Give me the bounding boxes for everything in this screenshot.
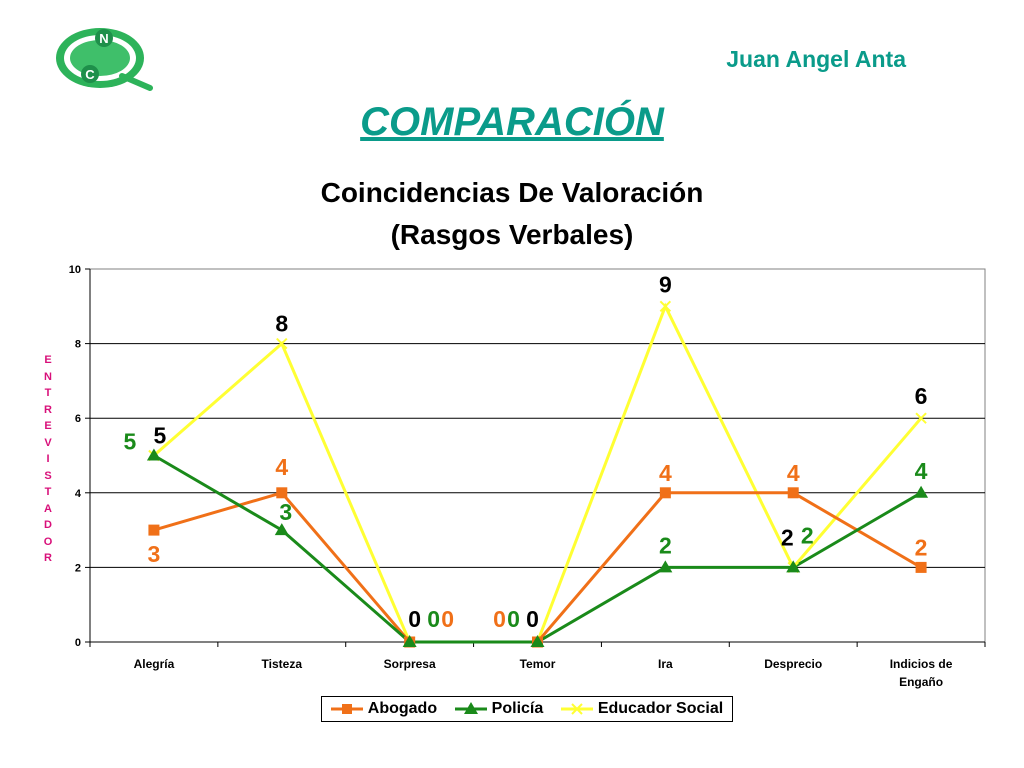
marker-abogado — [659, 487, 671, 499]
x-tick-label: Ira — [658, 657, 673, 671]
data-label-1: 4 — [915, 458, 928, 484]
y-label-letter: R — [44, 552, 52, 564]
chart-title-line1: Coincidencias De Valoración — [320, 177, 704, 208]
marker-abogado — [787, 487, 799, 499]
marker-educador — [276, 337, 288, 350]
data-label-1: 5 — [124, 429, 137, 455]
legend-item: Educador Social — [560, 699, 724, 719]
legend-label: Policía — [491, 700, 544, 717]
data-label-2: 6 — [915, 383, 928, 409]
y-label-letter: O — [43, 535, 53, 548]
marker-policia — [786, 560, 801, 573]
data-label-0: 4 — [659, 460, 672, 486]
y-label-letter: E — [44, 354, 52, 366]
data-label-0: 2 — [915, 534, 928, 560]
marker-educador — [915, 412, 927, 424]
plot-area — [89, 268, 986, 643]
data-label-0: 0 — [441, 606, 454, 632]
legend-swatch — [330, 704, 363, 714]
nc-logo: N C — [56, 28, 153, 91]
marker-educador — [659, 300, 672, 313]
data-label-1: 0 — [507, 606, 520, 632]
y-label-letter: I — [46, 453, 50, 465]
x-tick-label: Temor — [520, 657, 556, 671]
y-tick-label: 2 — [75, 562, 81, 574]
x-tick-label: Indicios de Engaño — [890, 657, 953, 689]
x-tick-label: Alegría — [134, 657, 175, 671]
data-label-2: 9 — [659, 271, 672, 297]
data-label-2: 0 — [408, 606, 421, 632]
y-tick-label: 6 — [75, 413, 81, 425]
x-tick-label: Sorpresa — [384, 657, 436, 671]
legend-label: Abogado — [367, 700, 438, 717]
legend-item: Policía — [454, 699, 544, 719]
y-label-letter: R — [44, 403, 52, 416]
legend-label: Educador Social — [597, 700, 724, 717]
data-label-0: 4 — [787, 460, 800, 486]
y-label-letter: T — [44, 387, 52, 399]
y-label-letter: E — [44, 420, 52, 432]
x-tick-label: Desprecio — [764, 657, 822, 671]
y-tick-label: 8 — [75, 339, 81, 351]
y-tick-label: 10 — [69, 264, 81, 276]
data-label-2: 2 — [781, 524, 794, 550]
y-tick-label: 4 — [75, 488, 82, 500]
logo-letter-n: N — [99, 31, 108, 46]
author-name: Juan Angel Anta — [726, 46, 906, 72]
marker-abogado — [148, 524, 160, 536]
y-label-letter: A — [44, 502, 52, 515]
data-label-2: 5 — [154, 423, 167, 449]
y-label-letter: S — [44, 469, 52, 482]
data-label-2: 8 — [275, 311, 288, 337]
data-label-0: 3 — [148, 541, 161, 567]
data-label-1: 2 — [801, 522, 814, 548]
chart-title: Coincidencias De Valoración (Rasgos Verb… — [0, 172, 1024, 256]
data-label-0: 4 — [275, 454, 288, 480]
marker-policia — [914, 485, 929, 498]
y-label-letter: N — [44, 370, 52, 383]
marker-policia — [274, 523, 289, 536]
chart-title-line2: (Rasgos Verbales) — [390, 219, 634, 250]
data-label-0: 0 — [493, 606, 506, 632]
marker-abogado — [276, 487, 288, 499]
page-heading: COMPARACIÓN — [360, 100, 664, 144]
legend-swatch — [454, 702, 487, 714]
data-label-1: 0 — [427, 606, 440, 632]
data-label-1: 3 — [279, 499, 292, 525]
y-label-letter: V — [44, 436, 52, 449]
x-tick-label: Tisteza — [262, 657, 303, 671]
marker-policia — [402, 635, 417, 647]
data-label-2: 0 — [526, 606, 539, 632]
marker-abogado — [915, 561, 927, 573]
marker-policia — [658, 560, 673, 573]
logo-letter-c: C — [85, 67, 95, 82]
legend-swatch — [560, 703, 593, 715]
marker-policia — [146, 448, 161, 461]
y-label-letter: D — [44, 519, 52, 531]
data-label-1: 2 — [659, 532, 672, 558]
legend-item: Abogado — [330, 699, 438, 719]
marker-policia — [530, 635, 545, 647]
y-label-letter: T — [44, 486, 52, 498]
chart-legend: Abogado Policía Educador Social — [321, 696, 733, 722]
y-tick-label: 0 — [75, 637, 81, 649]
